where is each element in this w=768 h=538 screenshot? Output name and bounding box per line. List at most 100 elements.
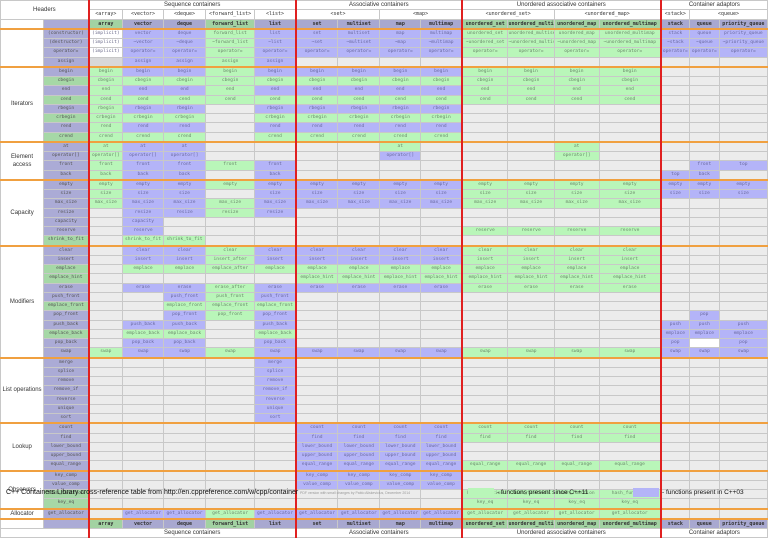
function-cell[interactable]: max_size	[122, 198, 164, 209]
function-cell[interactable]: rend	[254, 122, 297, 133]
function-cell[interactable]: cend	[205, 94, 256, 105]
function-cell[interactable]: get_allocator	[420, 507, 463, 520]
function-cell[interactable]: emplace_hint	[420, 273, 463, 284]
function-cell[interactable]: find	[337, 432, 381, 443]
function-cell[interactable]: emplace	[598, 263, 662, 275]
function-cell[interactable]: emplace_hint	[379, 273, 422, 284]
function-cell[interactable]: crbegin	[162, 112, 207, 124]
function-cell[interactable]: operator[]	[553, 150, 600, 162]
function-cell[interactable]: operator[]	[87, 150, 123, 162]
function-cell[interactable]: rbegin	[337, 103, 381, 115]
function-cell[interactable]: begin	[507, 65, 555, 77]
function-cell[interactable]: back	[122, 169, 164, 181]
function-cell[interactable]: swap	[337, 347, 381, 358]
function-cell[interactable]: operator=	[295, 47, 339, 58]
function-cell[interactable]: operator=	[379, 47, 422, 58]
function-cell[interactable]: lower_bound	[420, 441, 463, 453]
function-cell[interactable]: emplace	[660, 328, 690, 340]
function-cell[interactable]: size	[660, 188, 690, 200]
function-cell[interactable]: push	[688, 319, 720, 330]
function-cell[interactable]: size	[87, 188, 123, 200]
function-cell[interactable]: count	[507, 422, 555, 434]
function-cell[interactable]: end	[420, 85, 463, 96]
function-cell[interactable]: clear	[461, 244, 509, 256]
function-cell[interactable]: multimap	[420, 27, 463, 39]
function-cell[interactable]: empty	[688, 178, 720, 190]
function-cell[interactable]: end	[337, 85, 381, 96]
function-cell[interactable]: assign	[122, 56, 164, 68]
function-cell[interactable]: cend	[337, 94, 381, 105]
function-cell[interactable]: get_allocator	[205, 507, 256, 520]
function-cell[interactable]: erase	[379, 282, 422, 293]
function-cell[interactable]: pop_back	[162, 337, 207, 349]
function-cell[interactable]: emplace	[122, 263, 164, 275]
function-cell[interactable]: max_size	[337, 198, 381, 209]
function-cell[interactable]: end	[461, 85, 509, 96]
function-cell[interactable]: get_allocator	[461, 507, 509, 520]
function-cell[interactable]: reserve	[122, 225, 164, 237]
function-cell[interactable]: key_comp	[379, 469, 422, 481]
function-cell[interactable]: cbegin	[87, 75, 123, 87]
function-cell[interactable]: clear	[205, 244, 256, 256]
function-cell[interactable]: cend	[420, 94, 463, 105]
function-cell[interactable]: get_allocator	[162, 507, 207, 520]
function-cell[interactable]: count	[553, 422, 600, 434]
function-cell[interactable]: unordered_multimap	[598, 27, 662, 39]
function-cell[interactable]: unordered_map	[553, 27, 600, 39]
function-cell[interactable]: crend	[254, 131, 297, 143]
function-cell[interactable]: operator=	[688, 47, 720, 58]
function-cell[interactable]: erase	[122, 282, 164, 293]
function-cell[interactable]: equal_range	[420, 460, 463, 471]
function-cell[interactable]: erase	[553, 282, 600, 293]
function-cell[interactable]: max_size	[87, 198, 123, 209]
function-cell[interactable]: max_size	[507, 198, 555, 209]
function-cell[interactable]: rend	[87, 122, 123, 133]
function-cell[interactable]: ~unordered_map	[553, 37, 600, 49]
function-cell[interactable]: end	[598, 85, 662, 96]
function-cell[interactable]: erase	[254, 282, 297, 293]
function-cell[interactable]: cbegin	[254, 75, 297, 87]
function-cell[interactable]: assign	[162, 56, 207, 68]
function-cell[interactable]: empty	[205, 178, 256, 190]
function-cell[interactable]: end	[162, 85, 207, 96]
function-cell[interactable]: ~unordered_multimap	[598, 37, 662, 49]
function-cell[interactable]: upper_bound	[379, 450, 422, 462]
function-cell[interactable]: at	[162, 140, 207, 152]
function-cell[interactable]: hash_function	[553, 488, 600, 500]
function-cell[interactable]: emplace_hint	[337, 273, 381, 284]
function-cell[interactable]: emplace	[254, 263, 297, 275]
function-cell[interactable]: stack	[660, 27, 690, 39]
function-cell[interactable]: empty	[507, 178, 555, 190]
function-cell[interactable]: cend	[295, 94, 339, 105]
function-cell[interactable]: swap	[295, 347, 339, 358]
function-cell[interactable]: front	[87, 160, 123, 171]
function-cell[interactable]: sort	[254, 413, 297, 424]
function-cell[interactable]: front	[254, 160, 297, 171]
function-cell[interactable]: operator=	[660, 47, 690, 58]
function-cell[interactable]: clear	[295, 244, 339, 256]
function-cell[interactable]: equal_range	[553, 460, 600, 471]
function-cell[interactable]: push_back	[122, 319, 164, 330]
function-cell[interactable]: crend	[295, 131, 339, 143]
function-cell[interactable]: crend	[379, 131, 422, 143]
function-cell[interactable]: cbegin	[379, 75, 422, 87]
function-cell[interactable]: empty	[553, 178, 600, 190]
function-cell[interactable]: max_size	[461, 198, 509, 209]
function-cell[interactable]: begin	[254, 65, 297, 77]
function-cell[interactable]: rend	[122, 122, 164, 133]
function-cell[interactable]: empty	[461, 178, 509, 190]
function-cell[interactable]: find	[461, 432, 509, 443]
function-cell[interactable]: find	[507, 432, 555, 443]
function-cell[interactable]: begin	[598, 65, 662, 77]
function-cell[interactable]: erase_after	[205, 282, 256, 293]
function-cell[interactable]: max_size	[205, 198, 256, 209]
function-cell[interactable]: max_size	[553, 198, 600, 209]
function-cell[interactable]: size	[254, 188, 297, 200]
function-cell[interactable]: get_allocator	[598, 507, 662, 520]
function-cell[interactable]: emplace_back	[254, 328, 297, 340]
function-cell[interactable]: equal_range	[379, 460, 422, 471]
function-cell[interactable]: upper_bound	[337, 450, 381, 462]
function-cell[interactable]: pop_front	[205, 310, 256, 321]
function-cell[interactable]: pop	[688, 310, 720, 321]
function-cell[interactable]: cend	[254, 94, 297, 105]
